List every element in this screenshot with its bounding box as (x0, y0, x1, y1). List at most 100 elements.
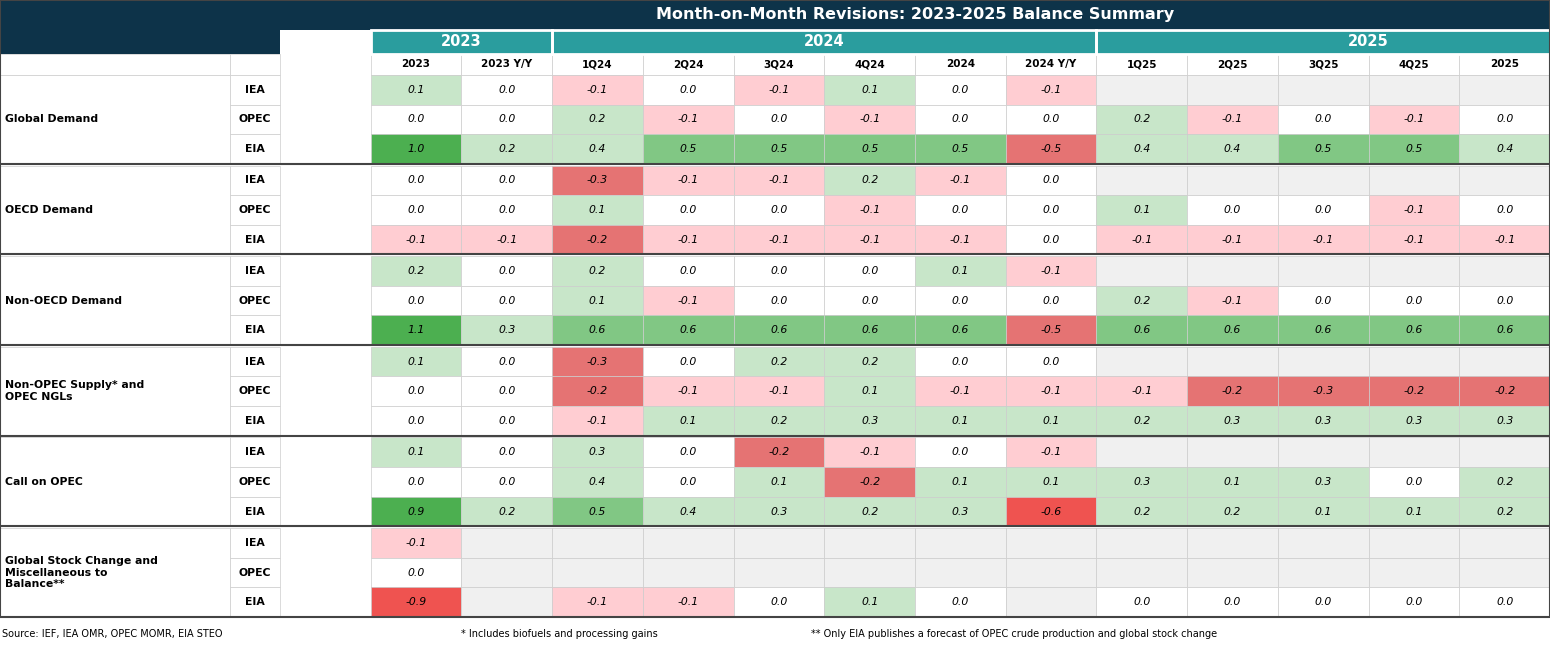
Text: 0.0: 0.0 (1314, 205, 1331, 215)
Bar (462, 225, 552, 254)
Bar (1096, 528, 1187, 558)
Bar (462, 376, 552, 406)
Bar (825, 558, 914, 587)
Bar (552, 406, 643, 436)
Text: -0.2: -0.2 (769, 447, 789, 457)
Bar (825, 195, 914, 225)
Bar (1096, 54, 1187, 75)
Bar (1187, 166, 1277, 195)
Bar (733, 438, 825, 467)
Text: 0.1: 0.1 (1043, 416, 1060, 426)
Text: 0.3: 0.3 (1496, 416, 1513, 426)
Bar (552, 54, 643, 75)
Bar (552, 195, 643, 225)
Text: -0.3: -0.3 (1313, 386, 1335, 396)
Bar (462, 75, 552, 104)
Text: -0.1: -0.1 (496, 235, 518, 244)
Bar (1459, 587, 1550, 617)
Text: 0.1: 0.1 (408, 85, 425, 95)
Bar (733, 528, 825, 558)
Bar (229, 406, 281, 436)
Text: 4Q24: 4Q24 (854, 60, 885, 70)
Bar (462, 134, 552, 164)
Bar (1459, 256, 1550, 286)
Bar (914, 134, 1006, 164)
Text: -0.1: -0.1 (587, 85, 608, 95)
Text: 0.1: 0.1 (860, 85, 879, 95)
Text: 0.3: 0.3 (498, 325, 516, 335)
Text: 0.0: 0.0 (408, 175, 425, 185)
Bar (825, 467, 914, 497)
Bar (552, 438, 643, 467)
Bar (1277, 558, 1369, 587)
Bar (825, 438, 914, 467)
Text: 0.5: 0.5 (860, 144, 879, 154)
Bar (370, 467, 462, 497)
Text: 0.2: 0.2 (1133, 114, 1150, 124)
Bar (1096, 406, 1187, 436)
Text: 0.0: 0.0 (679, 266, 698, 276)
Text: 0.0: 0.0 (1496, 205, 1513, 215)
Bar (229, 104, 281, 134)
Text: 0.0: 0.0 (408, 568, 425, 578)
Text: IEA: IEA (245, 175, 265, 185)
Text: -0.1: -0.1 (406, 538, 426, 548)
Bar (1369, 497, 1459, 526)
Bar (1006, 256, 1096, 286)
Bar (552, 558, 643, 587)
Bar (370, 376, 462, 406)
Text: 2Q25: 2Q25 (1217, 60, 1248, 70)
Text: ** Only EIA publishes a forecast of OPEC crude production and global stock chang: ** Only EIA publishes a forecast of OPEC… (812, 629, 1218, 639)
Text: 0.1: 0.1 (770, 477, 787, 487)
Text: -0.5: -0.5 (1040, 144, 1062, 154)
Bar (1187, 286, 1277, 315)
Bar (552, 30, 1096, 54)
Bar (1096, 587, 1187, 617)
Bar (643, 315, 733, 345)
Text: 0.1: 0.1 (1406, 507, 1423, 516)
Bar (1277, 195, 1369, 225)
Text: -0.2: -0.2 (587, 386, 608, 396)
Text: 0.2: 0.2 (589, 114, 606, 124)
Text: 0.0: 0.0 (952, 447, 969, 457)
Bar (1187, 347, 1277, 376)
Bar (1187, 376, 1277, 406)
Text: -0.1: -0.1 (1040, 386, 1062, 396)
Text: 0.0: 0.0 (408, 296, 425, 306)
Bar (370, 587, 462, 617)
Text: 0.0: 0.0 (952, 205, 969, 215)
Text: 2025: 2025 (1490, 60, 1519, 70)
Bar (0, 54, 229, 75)
Text: 0.0: 0.0 (1043, 114, 1060, 124)
Bar (1459, 497, 1550, 526)
Text: 0.0: 0.0 (408, 205, 425, 215)
Bar (1277, 315, 1369, 345)
Bar (462, 195, 552, 225)
Bar (1369, 256, 1459, 286)
Bar (643, 406, 733, 436)
Text: 0.0: 0.0 (498, 416, 516, 426)
Text: 0.2: 0.2 (860, 175, 879, 185)
Bar (733, 315, 825, 345)
Bar (1277, 528, 1369, 558)
Text: 0.0: 0.0 (1224, 205, 1242, 215)
Text: 0.2: 0.2 (860, 507, 879, 516)
Bar (229, 315, 281, 345)
Bar (733, 587, 825, 617)
Bar (733, 166, 825, 195)
Bar (643, 376, 733, 406)
Bar (0, 30, 281, 54)
Text: 0.3: 0.3 (1314, 477, 1331, 487)
Text: 0.5: 0.5 (1314, 144, 1331, 154)
Text: -0.1: -0.1 (769, 386, 789, 396)
Bar (1096, 225, 1187, 254)
Text: EIA: EIA (245, 144, 265, 154)
Bar (1096, 558, 1187, 587)
Bar (1369, 406, 1459, 436)
Text: 0.0: 0.0 (498, 447, 516, 457)
Text: 0.2: 0.2 (770, 357, 787, 367)
Bar (1459, 134, 1550, 164)
Text: 0.0: 0.0 (498, 175, 516, 185)
Bar (1369, 528, 1459, 558)
Text: -0.1: -0.1 (859, 447, 880, 457)
